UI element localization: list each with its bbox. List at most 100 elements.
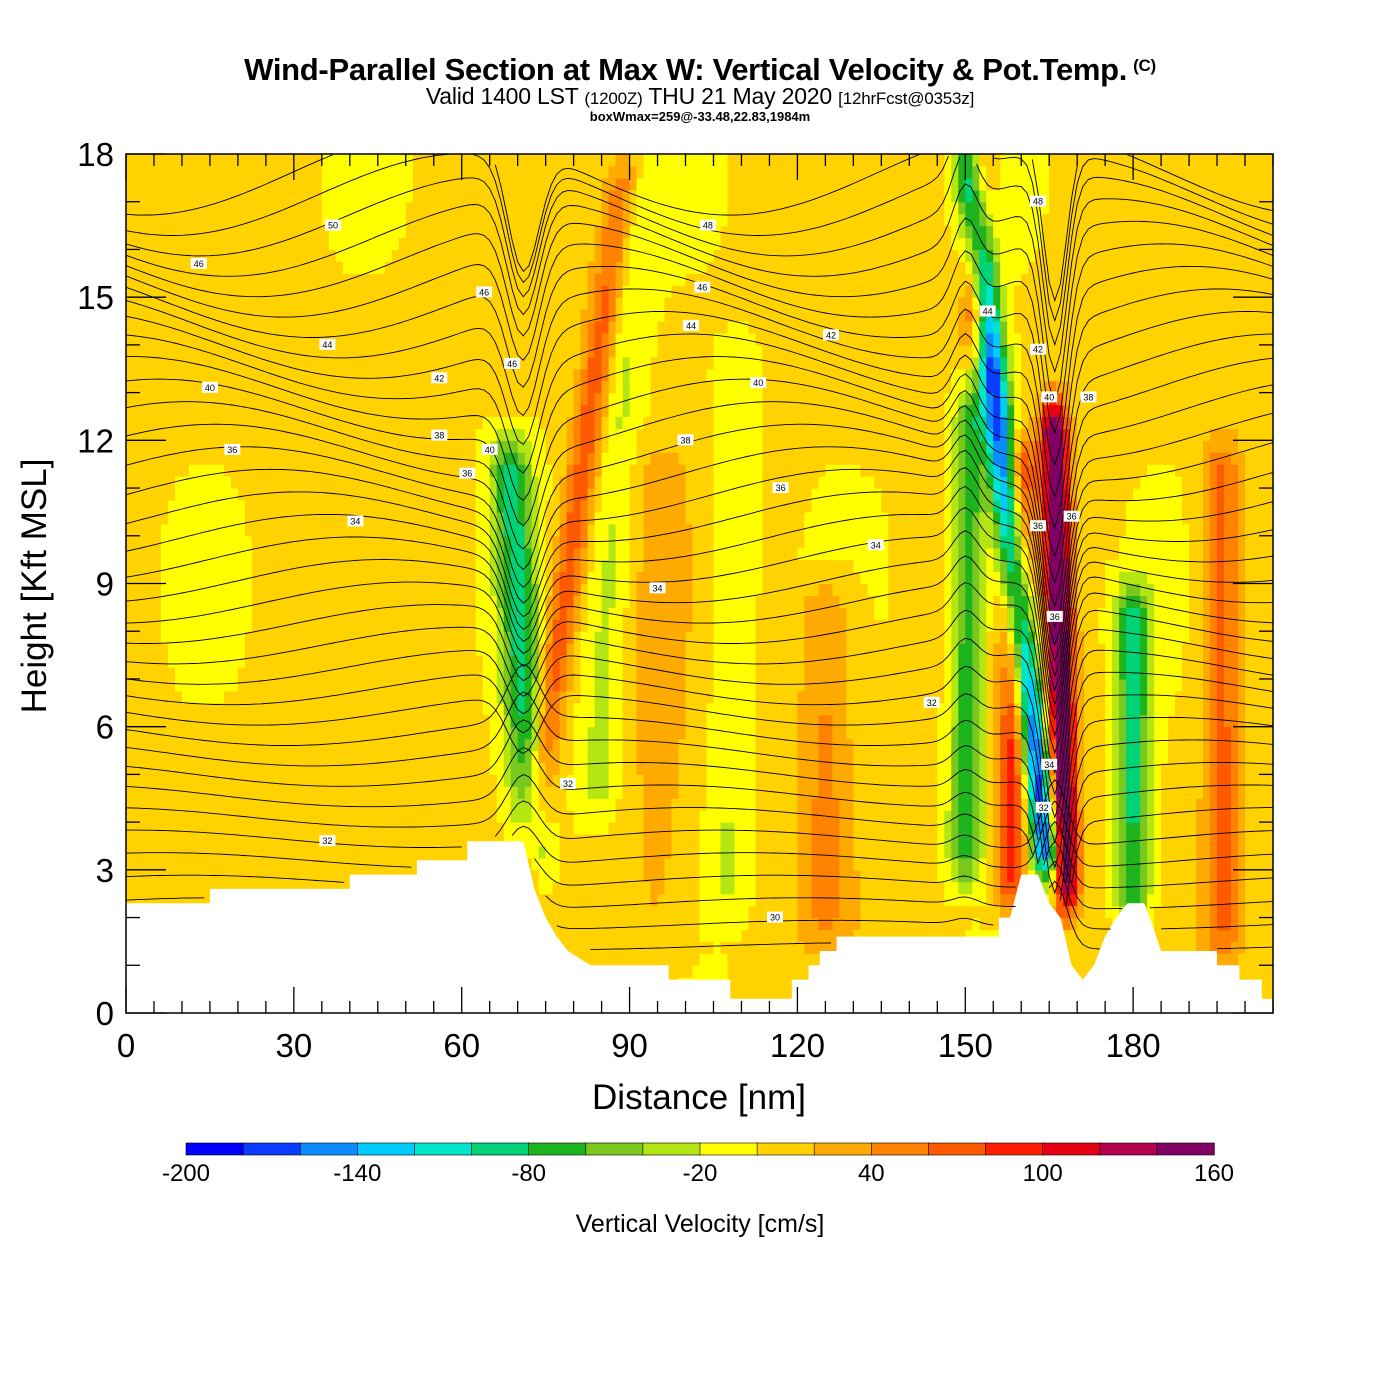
- velocity-cell: [412, 619, 421, 632]
- velocity-cell: [594, 953, 603, 966]
- velocity-cell: [412, 237, 421, 250]
- velocity-cell: [468, 213, 477, 227]
- velocity-cell: [244, 392, 253, 406]
- velocity-cell: [265, 690, 274, 704]
- velocity-cell: [419, 368, 428, 382]
- velocity-cell: [356, 547, 365, 561]
- velocity-cell: [601, 452, 610, 465]
- velocity-cell: [314, 440, 323, 453]
- velocity-cell: [433, 523, 442, 537]
- velocity-cell: [503, 523, 512, 537]
- velocity-cell: [342, 321, 351, 334]
- velocity-cell: [370, 285, 379, 298]
- velocity-cell: [272, 869, 281, 883]
- velocity-cell: [182, 571, 190, 585]
- velocity-cell: [244, 607, 253, 620]
- velocity-cell: [335, 416, 344, 429]
- velocity-cell: [412, 595, 421, 608]
- velocity-cell: [454, 177, 463, 191]
- velocity-cell: [293, 547, 302, 561]
- velocity-cell: [412, 690, 421, 704]
- velocity-cell: [482, 643, 491, 656]
- velocity-cell: [594, 165, 603, 179]
- velocity-cell: [559, 440, 568, 453]
- velocity-cell: [314, 356, 323, 370]
- velocity-cell: [391, 786, 400, 799]
- velocity-cell: [223, 738, 232, 752]
- velocity-cell: [251, 798, 260, 811]
- velocity-cell: [594, 655, 603, 668]
- velocity-cell: [587, 428, 596, 441]
- velocity-cell: [510, 249, 519, 262]
- velocity-cell: [258, 273, 267, 286]
- velocity-cell: [468, 535, 477, 549]
- velocity-cell: [475, 714, 484, 728]
- velocity-cell: [531, 452, 540, 465]
- velocity-cell: [482, 667, 491, 680]
- velocity-cell: [384, 237, 393, 250]
- velocity-cell: [412, 356, 421, 370]
- velocity-cell: [594, 356, 603, 370]
- velocity-cell: [475, 225, 484, 239]
- velocity-cell: [175, 452, 183, 465]
- velocity-cell: [517, 762, 526, 775]
- velocity-cell: [265, 249, 274, 262]
- velocity-cell: [147, 535, 155, 549]
- velocity-cell: [608, 917, 617, 931]
- velocity-cell: [195, 213, 204, 227]
- velocity-cell: [133, 165, 141, 179]
- velocity-cell: [426, 702, 435, 716]
- velocity-cell: [314, 619, 323, 632]
- velocity-cell: [286, 810, 295, 823]
- velocity-cell: [433, 416, 442, 429]
- velocity-cell: [230, 500, 239, 513]
- velocity-cell: [168, 500, 176, 513]
- velocity-cell: [175, 428, 183, 441]
- velocity-cell: [335, 714, 344, 728]
- velocity-cell: [154, 344, 162, 358]
- velocity-cell: [482, 165, 491, 179]
- velocity-cell: [559, 559, 568, 573]
- velocity-cell: [384, 535, 393, 549]
- velocity-cell: [447, 321, 456, 334]
- velocity-cell: [321, 249, 330, 262]
- velocity-cell: [447, 798, 456, 811]
- velocity-cell: [126, 225, 134, 239]
- velocity-cell: [552, 440, 561, 453]
- velocity-cell: [454, 583, 463, 596]
- velocity-cell: [140, 177, 148, 191]
- velocity-cell: [154, 857, 162, 871]
- velocity-cell: [461, 571, 470, 585]
- velocity-cell: [482, 595, 491, 608]
- velocity-cell: [384, 786, 393, 799]
- velocity-cell: [328, 750, 337, 763]
- velocity-cell: [279, 201, 288, 215]
- velocity-cell: [147, 523, 155, 537]
- velocity-cell: [573, 440, 582, 453]
- velocity-cell: [230, 655, 239, 668]
- velocity-cell: [216, 392, 225, 406]
- velocity-cell: [531, 702, 540, 716]
- velocity-cell: [328, 678, 337, 692]
- velocity-cell: [251, 368, 260, 382]
- velocity-cell: [447, 333, 456, 346]
- velocity-cell: [489, 631, 498, 644]
- velocity-cell: [503, 321, 512, 334]
- velocity-cell: [405, 834, 414, 847]
- velocity-cell: [566, 714, 575, 728]
- velocity-cell: [307, 154, 316, 167]
- velocity-cell: [251, 643, 260, 656]
- velocity-cell: [265, 440, 274, 453]
- velocity-cell: [552, 714, 561, 728]
- velocity-cell: [608, 953, 617, 966]
- velocity-cell: [328, 798, 337, 811]
- velocity-cell: [538, 893, 547, 907]
- velocity-cell: [552, 344, 561, 358]
- velocity-cell: [419, 559, 428, 573]
- velocity-cell: [538, 165, 547, 179]
- velocity-cell: [168, 440, 176, 453]
- velocity-cell: [496, 511, 505, 525]
- velocity-cell: [133, 476, 141, 489]
- velocity-cell: [279, 726, 288, 740]
- velocity-cell: [154, 762, 162, 775]
